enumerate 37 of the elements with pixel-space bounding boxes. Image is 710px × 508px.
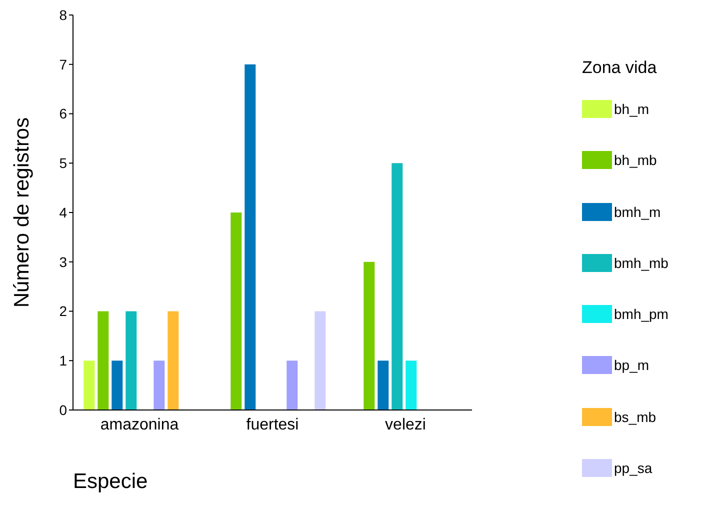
y-tick-label: 0 [59,402,68,418]
y-tick-label: 6 [59,106,68,122]
bar [84,360,95,410]
bar [392,163,403,410]
legend-label: bmh_pm [614,306,668,322]
bar [168,311,179,410]
y-tick-label: 2 [59,303,68,320]
legend-label: bh_mb [614,152,657,168]
y-axis-title: Número de registros [10,117,34,308]
x-axis-title: Especie [73,470,148,493]
bar [126,311,137,410]
bar [230,212,242,410]
legend-label: bs_mb [614,408,656,425]
y-tick-label: 1 [59,352,68,369]
bar [98,311,109,410]
y-tick-label: 5 [59,155,68,172]
legend-label: pp_sa [614,460,652,476]
legend-label: bh_m [614,101,650,117]
bar [378,360,389,410]
bar [406,360,417,410]
legend-label: bp_m [614,357,650,374]
bar [154,360,165,410]
x-tick-label: amazonina [100,416,179,434]
x-tick-label: velezi [385,416,426,434]
bar [244,64,256,410]
legend-label: bmh_mb [614,254,668,271]
y-tick-label: 7 [59,56,68,72]
bar [364,262,375,410]
legend-label: bmh_m [614,204,661,220]
bar [286,360,298,410]
y-tick-label: 8 [59,6,68,23]
legend-title: Zona vida [582,58,658,78]
bar [314,311,326,410]
bar [112,360,123,410]
x-tick-label: fuertesi [246,416,299,434]
y-tick-label: 3 [59,254,68,270]
y-tick-label: 4 [59,204,68,220]
